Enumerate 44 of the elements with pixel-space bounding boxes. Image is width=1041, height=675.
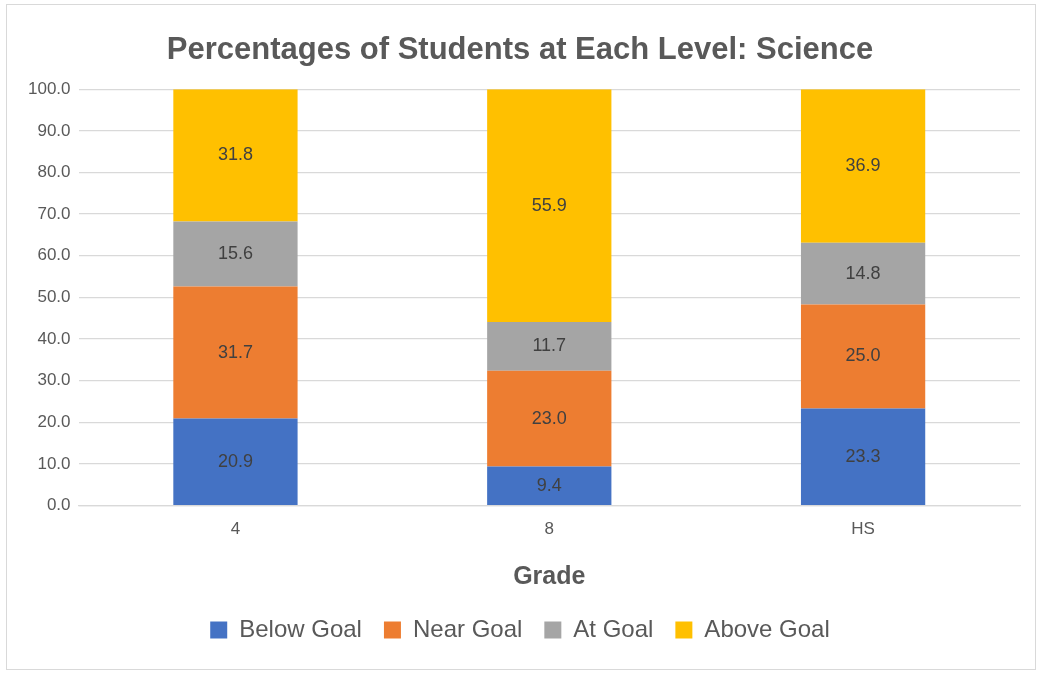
- bar: [800, 89, 926, 243]
- x-tick-label: HS: [851, 519, 875, 539]
- data-label: 31.7: [217, 341, 253, 362]
- bar: [487, 370, 612, 467]
- data-label: 23.3: [845, 445, 881, 466]
- chart-title: Percentages of Students at Each Level: Science: [166, 31, 874, 67]
- bar: [800, 408, 926, 505]
- legend-label: At Goal: [573, 614, 654, 642]
- bar: [173, 221, 298, 287]
- y-tick-label: 0.0: [46, 495, 71, 515]
- legend-label: Near Goal: [412, 614, 523, 642]
- data-label: 23.0: [531, 407, 567, 428]
- data-label: 15.6: [217, 243, 253, 264]
- bar: [173, 89, 298, 222]
- y-tick-label: 50.0: [37, 287, 71, 307]
- bar: [800, 304, 926, 409]
- x-tick-label: 8: [544, 519, 555, 539]
- data-label: 25.0: [845, 345, 881, 366]
- bar: [800, 242, 926, 305]
- bar: [173, 418, 298, 505]
- y-tick-label: 30.0: [37, 370, 71, 390]
- legend-label: Above Goal: [704, 614, 830, 642]
- data-label: 31.8: [217, 144, 253, 165]
- bar: [487, 89, 612, 322]
- x-axis-title: Grade: [513, 560, 586, 589]
- data-label: 20.9: [217, 450, 253, 471]
- data-label: 9.4: [536, 474, 562, 495]
- y-tick-label: 80.0: [37, 162, 71, 182]
- y-tick-label: 100.0: [27, 78, 71, 98]
- x-tick-label: 4: [230, 519, 241, 539]
- y-tick-label: 60.0: [37, 245, 71, 265]
- data-label: 14.8: [845, 262, 881, 283]
- y-tick-label: 90.0: [37, 120, 71, 140]
- bar: [487, 321, 612, 371]
- bar: [487, 466, 612, 505]
- y-tick-label: 10.0: [37, 453, 71, 473]
- legend-label: Below Goal: [239, 614, 362, 642]
- data-label: 36.9: [845, 154, 881, 175]
- data-label: 55.9: [531, 194, 567, 215]
- bar: [173, 286, 298, 419]
- data-label: 11.7: [532, 335, 567, 356]
- y-tick-label: 70.0: [37, 203, 71, 223]
- y-tick-label: 40.0: [37, 328, 71, 348]
- y-tick-label: 20.0: [37, 412, 71, 432]
